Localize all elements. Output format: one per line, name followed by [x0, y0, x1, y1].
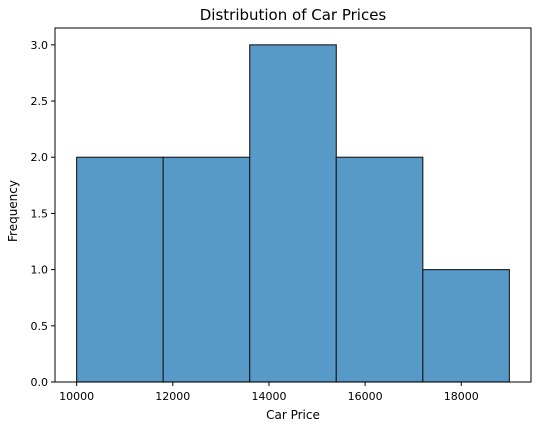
histogram-bar-4 — [335, 156, 424, 383]
y-tick-label-4: 1.5 — [31, 207, 49, 220]
x-tick-label-5: 18000 — [444, 390, 479, 403]
histogram-bar-5 — [422, 269, 510, 383]
x-tick-label-1: 10000 — [59, 390, 94, 403]
y-tick-label-6: 2.5 — [31, 95, 49, 108]
y-tick-label-7: 3.0 — [31, 39, 49, 52]
y-axis-label: Frequency — [6, 180, 20, 242]
y-tick-label-2: 0.5 — [31, 320, 49, 333]
x-axis: 10000 12000 14000 16000 18000 — [59, 382, 479, 403]
histogram-bar-1 — [76, 156, 164, 383]
x-tick-label-3: 14000 — [251, 390, 286, 403]
histogram-bars — [76, 44, 510, 383]
histogram-bar-3 — [249, 44, 337, 383]
chart-title: Distribution of Car Prices — [200, 6, 387, 24]
y-tick-label-1: 0.0 — [31, 376, 49, 389]
x-axis-label: Car Price — [266, 408, 320, 422]
y-tick-label-5: 2.0 — [31, 151, 49, 164]
y-axis: 0.0 0.5 1.0 1.5 2.0 2.5 3.0 — [31, 39, 55, 389]
x-tick-label-4: 16000 — [348, 390, 383, 403]
y-tick-label-3: 1.0 — [31, 264, 49, 277]
x-tick-label-2: 12000 — [155, 390, 190, 403]
plot-frame — [54, 27, 532, 383]
histogram-bar-2 — [162, 156, 251, 383]
